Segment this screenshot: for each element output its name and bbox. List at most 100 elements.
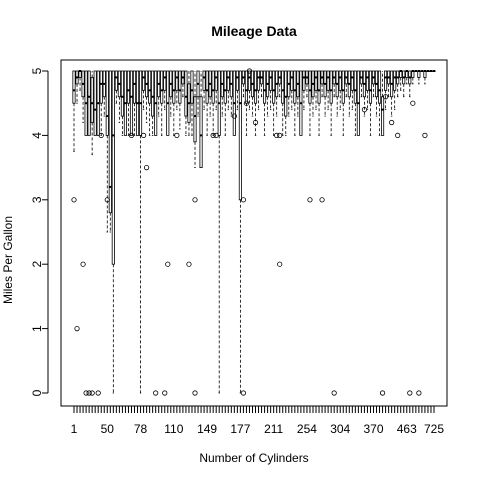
box-22 — [139, 70, 143, 394]
box-body — [377, 70, 382, 104]
box-12 — [108, 70, 112, 233]
y-axis-label: Miles Per Gallon — [1, 216, 15, 304]
box-116 — [422, 70, 428, 138]
outlier-point — [277, 261, 283, 267]
outlier-point — [389, 119, 395, 126]
box-21 — [135, 70, 140, 136]
y-tick-label: 0 — [30, 389, 44, 396]
box-72 — [290, 70, 294, 111]
outlier-point — [74, 325, 80, 332]
box-26 — [151, 70, 155, 136]
outlier-point — [410, 100, 416, 106]
box-52 — [229, 70, 233, 117]
box-45 — [208, 70, 212, 117]
box-body — [314, 70, 318, 91]
box-74 — [296, 70, 300, 117]
box-body — [350, 70, 354, 91]
box-97 — [365, 70, 369, 111]
y-tick-label: 4 — [30, 132, 44, 139]
box-102 — [379, 71, 386, 396]
box-body — [368, 70, 373, 104]
box-body — [105, 70, 109, 136]
outlier-point — [231, 113, 237, 119]
x-tick-label: 304 — [330, 422, 350, 436]
box-4 — [83, 70, 89, 396]
box-body — [129, 70, 134, 136]
box-62 — [260, 70, 264, 98]
outlier-point — [277, 132, 283, 138]
box-10 — [102, 70, 106, 117]
outlier-point — [71, 197, 77, 203]
outlier-point — [210, 132, 216, 138]
box-body — [393, 70, 397, 91]
box-27 — [153, 70, 159, 396]
box-1 — [74, 70, 80, 332]
box-body — [172, 70, 176, 104]
outlier-point — [422, 132, 428, 138]
box-15 — [117, 70, 121, 123]
box-body — [263, 70, 267, 104]
box-104 — [387, 70, 391, 98]
box-59 — [250, 70, 255, 117]
box-body — [99, 70, 103, 104]
box-93 — [353, 70, 357, 136]
box-73 — [293, 70, 297, 136]
box-109 — [402, 70, 406, 98]
box-body — [293, 70, 297, 104]
box-36 — [181, 70, 185, 98]
box-84 — [326, 70, 330, 111]
box-34 — [174, 70, 180, 138]
box-3 — [80, 70, 86, 267]
box-body — [205, 70, 209, 104]
box-70 — [284, 70, 288, 136]
box-100 — [374, 70, 379, 117]
box-35 — [178, 70, 182, 130]
outlier-point — [98, 132, 104, 138]
box-105 — [389, 70, 395, 126]
box-89 — [341, 70, 345, 136]
box-79 — [311, 70, 315, 117]
plot-frame — [60, 59, 448, 407]
box-25 — [148, 70, 152, 136]
box-83 — [323, 70, 327, 117]
box-86 — [331, 70, 337, 396]
box-24 — [144, 70, 150, 171]
box-20 — [132, 70, 137, 136]
box-56 — [240, 70, 247, 396]
box-90 — [344, 70, 348, 98]
outlier-point — [192, 197, 198, 203]
box-37 — [184, 70, 188, 136]
box-95 — [359, 70, 363, 98]
outlier-point — [89, 390, 95, 396]
box-103 — [382, 70, 389, 111]
outlier-point — [86, 390, 92, 396]
box-87 — [335, 70, 339, 117]
box-body — [193, 96, 197, 143]
box-body — [190, 70, 194, 104]
y-tick-label: 2 — [30, 261, 44, 268]
box-body — [175, 70, 179, 91]
box-body — [226, 70, 230, 91]
outlier-point — [307, 197, 313, 203]
box-85 — [329, 70, 333, 136]
box-body — [290, 70, 294, 91]
box-body — [142, 70, 146, 91]
outlier-point — [174, 132, 180, 138]
chart-title: Mileage Data — [211, 23, 297, 39]
box-body — [256, 70, 261, 91]
box-body — [247, 70, 252, 91]
box-body — [381, 96, 385, 136]
box-body — [308, 70, 312, 104]
box-body — [163, 70, 167, 91]
box-54 — [235, 70, 239, 111]
box-body — [238, 70, 242, 201]
box-96 — [361, 70, 368, 117]
box-17 — [123, 70, 127, 136]
outlier-point — [162, 390, 168, 396]
box-body — [365, 70, 369, 91]
box-47 — [213, 70, 219, 138]
box-body — [199, 96, 203, 168]
box-63 — [263, 70, 267, 136]
x-tick-label: 50 — [101, 422, 115, 436]
box-body — [281, 70, 285, 104]
